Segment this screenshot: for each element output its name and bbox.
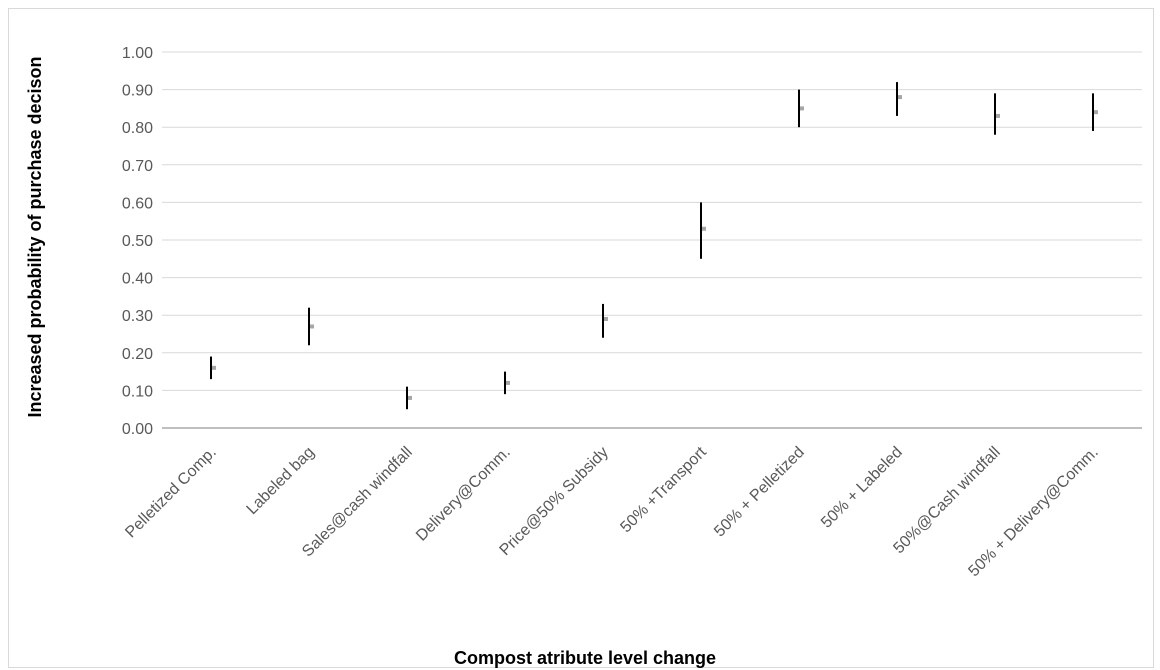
y-tick-label: 0.00 <box>122 421 153 438</box>
data-point <box>898 95 902 100</box>
error-bars <box>210 82 1094 410</box>
data-point <box>310 324 314 329</box>
x-tick-label: 50%@Cash windfall <box>890 444 1003 557</box>
chart-svg: 0.00 0.10 0.20 0.30 0.40 0.50 0.60 0.70 0.80 0.90… <box>25 45 1142 668</box>
y-tick-label: 0.30 <box>122 308 153 325</box>
data-point <box>702 226 706 231</box>
x-tick-label: 50% +Transport <box>617 443 710 536</box>
x-axis-title: Compost atribute level change <box>454 648 716 668</box>
chart-frame: 0.00 0.10 0.20 0.30 0.40 0.50 0.60 0.70 0.80 0.90… <box>8 8 1154 668</box>
x-tick-label: Labeled bag <box>244 444 318 518</box>
x-tick-label: 50% + Pelletized <box>711 444 808 541</box>
x-tick-label: 50% + Labeled <box>818 444 906 532</box>
data-point <box>408 395 412 400</box>
x-tick-label: Price@50% Subsidy <box>497 444 612 559</box>
y-tick-label: 0.70 <box>122 158 153 175</box>
y-tick-labels: 0.00 0.10 0.20 0.30 0.40 0.50 0.60 0.70 0.80 0.90… <box>122 45 153 438</box>
y-tick-label: 0.90 <box>122 83 153 100</box>
data-point <box>800 106 804 111</box>
data-point <box>996 113 1000 118</box>
data-point <box>604 316 608 321</box>
y-tick-label: 0.80 <box>122 120 153 137</box>
y-tick-label: 0.10 <box>122 383 153 400</box>
y-axis-title: Increased probability of purchase deciso… <box>25 56 45 417</box>
data-point <box>212 365 216 370</box>
y-tick-label: 1.00 <box>122 45 153 62</box>
point-markers <box>212 95 1098 400</box>
y-tick-label: 0.60 <box>122 195 153 212</box>
data-point <box>1094 110 1098 115</box>
x-tick-label: Delivery@Comm. <box>413 444 514 545</box>
y-tick-label: 0.20 <box>122 346 153 363</box>
x-tick-label: Pelletized Comp. <box>122 444 220 542</box>
y-tick-label: 0.50 <box>122 233 153 250</box>
y-tick-label: 0.40 <box>122 271 153 288</box>
grid-layer <box>162 51 1142 429</box>
data-point <box>506 380 510 385</box>
x-tick-label: Sales@cash windfall <box>299 444 416 561</box>
